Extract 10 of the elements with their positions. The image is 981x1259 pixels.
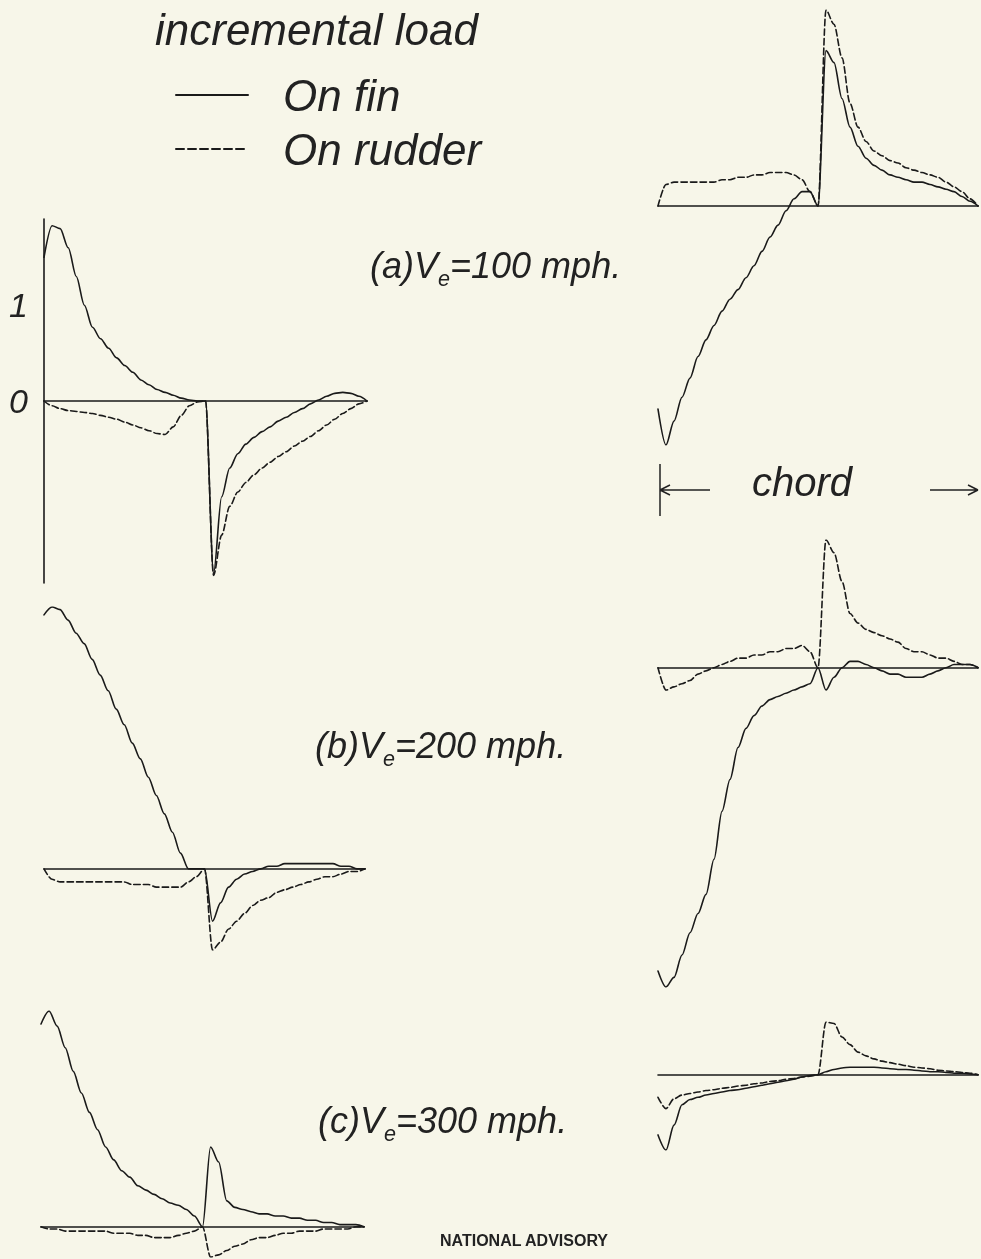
text: (b)V$_{e}$=200 mph. (315, 725, 567, 773)
legend-title: incremental load (155, 4, 480, 54)
legend-label: On fin (283, 70, 401, 120)
legend-label: On rudder (283, 124, 484, 174)
text: NATIONAL ADVISORY (440, 1231, 609, 1249)
text: (a)V$_{e}$=100 mph. (370, 245, 622, 293)
text: (c)V$_{e}$=300 mph. (318, 1100, 568, 1148)
y-tick-label: 1 (9, 286, 28, 325)
y-tick-label: 0 (9, 382, 29, 420)
x-axis-title: chord (752, 460, 854, 504)
